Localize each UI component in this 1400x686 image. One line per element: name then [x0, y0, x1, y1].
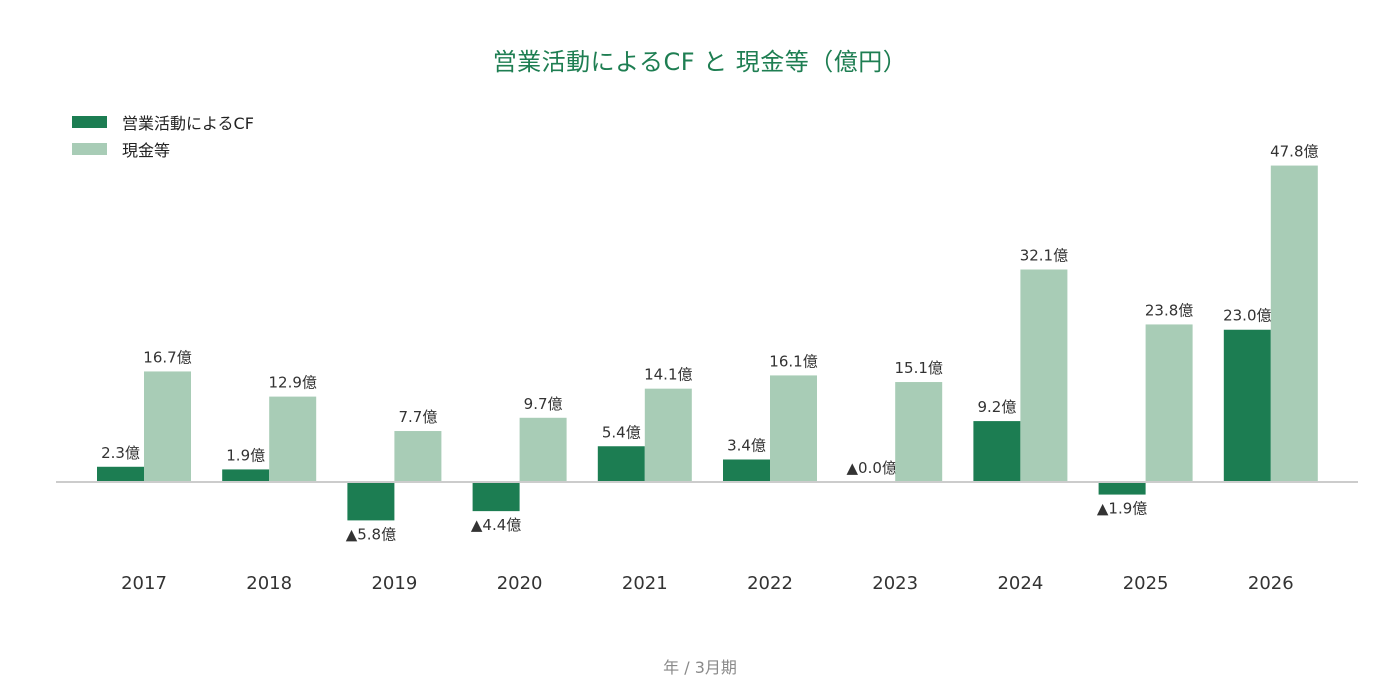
x-tick-label-2018: 2018	[246, 573, 292, 594]
cash-bar-2024	[1020, 269, 1068, 482]
cash-bar-2018	[269, 396, 317, 482]
cash-bar-2023	[895, 382, 943, 482]
x-axis-title: 年 / 3月期	[663, 658, 737, 677]
chart-title: 営業活動によるCF と 現金等（億円）	[492, 48, 908, 76]
x-tick-label-2024: 2024	[997, 573, 1043, 594]
cf-value-label-2025: ▲1.9億	[1097, 500, 1147, 518]
legend-swatch-cash	[72, 142, 107, 155]
cash-value-label-2023: 15.1億	[894, 359, 942, 377]
cf-bar-2017	[97, 466, 144, 482]
legend-label-cf: 営業活動によるCF	[122, 113, 254, 133]
cf-bar-2024	[973, 421, 1021, 482]
cf-value-label-2019: ▲5.8億	[346, 525, 396, 543]
legend-item-cash: 現金等	[72, 135, 254, 162]
cash-value-label-2026: 47.8億	[1270, 143, 1318, 161]
cash-bar-2019	[394, 431, 442, 482]
x-tick-label-2021: 2021	[622, 573, 668, 594]
x-tick-label-2025: 2025	[1123, 573, 1169, 594]
legend: 営業活動によるCF 現金等	[72, 108, 254, 162]
legend-item-cf: 営業活動によるCF	[72, 108, 254, 135]
cash-value-label-2019: 7.7億	[398, 408, 437, 426]
x-tick-label-2022: 2022	[747, 573, 793, 594]
cf-value-label-2026: 23.0億	[1223, 307, 1271, 325]
cf-value-label-2018: 1.9億	[226, 446, 265, 464]
x-tick-label-2020: 2020	[497, 573, 543, 594]
legend-label-cash: 現金等	[122, 140, 171, 160]
cf-value-label-2020: ▲4.4億	[471, 516, 521, 534]
cf-value-label-2021: 5.4億	[602, 423, 641, 441]
cash-bar-2025	[1145, 324, 1193, 482]
cf-bar-2025	[1098, 482, 1146, 495]
cash-value-label-2025: 23.8億	[1145, 301, 1193, 319]
cf-value-label-2024: 9.2億	[977, 398, 1016, 416]
cash-value-label-2020: 9.7億	[524, 395, 563, 413]
cash-bar-2020	[519, 417, 567, 482]
legend-swatch-cf	[72, 115, 107, 128]
cf-value-label-2022: 3.4億	[727, 436, 766, 454]
cf-value-label-2023: ▲0.0億	[846, 459, 896, 477]
cash-bar-2017	[144, 371, 191, 482]
x-tick-label-2017: 2017	[121, 573, 167, 594]
cash-bar-2021	[644, 388, 692, 482]
cf-value-label-2017: 2.3億	[101, 444, 140, 462]
x-tick-label-2019: 2019	[371, 573, 417, 594]
cf-bar-2018	[222, 469, 270, 482]
cf-bar-2022	[723, 459, 770, 482]
x-tick-label-2026: 2026	[1248, 573, 1294, 594]
cash-value-label-2024: 32.1億	[1020, 246, 1068, 264]
cf-bar-2026	[1223, 329, 1271, 482]
cf-bar-2020	[472, 482, 520, 512]
cash-value-label-2022: 16.1億	[769, 352, 817, 370]
x-tick-label-2023: 2023	[872, 573, 918, 594]
cash-value-label-2017: 16.7億	[143, 348, 191, 366]
cf-bar-2019	[347, 482, 395, 521]
cash-value-label-2021: 14.1億	[644, 366, 692, 384]
cash-value-label-2018: 12.9億	[268, 374, 316, 392]
cf-bar-2021	[597, 446, 645, 482]
cash-bar-2022	[770, 375, 817, 482]
cash-bar-2026	[1270, 165, 1318, 482]
